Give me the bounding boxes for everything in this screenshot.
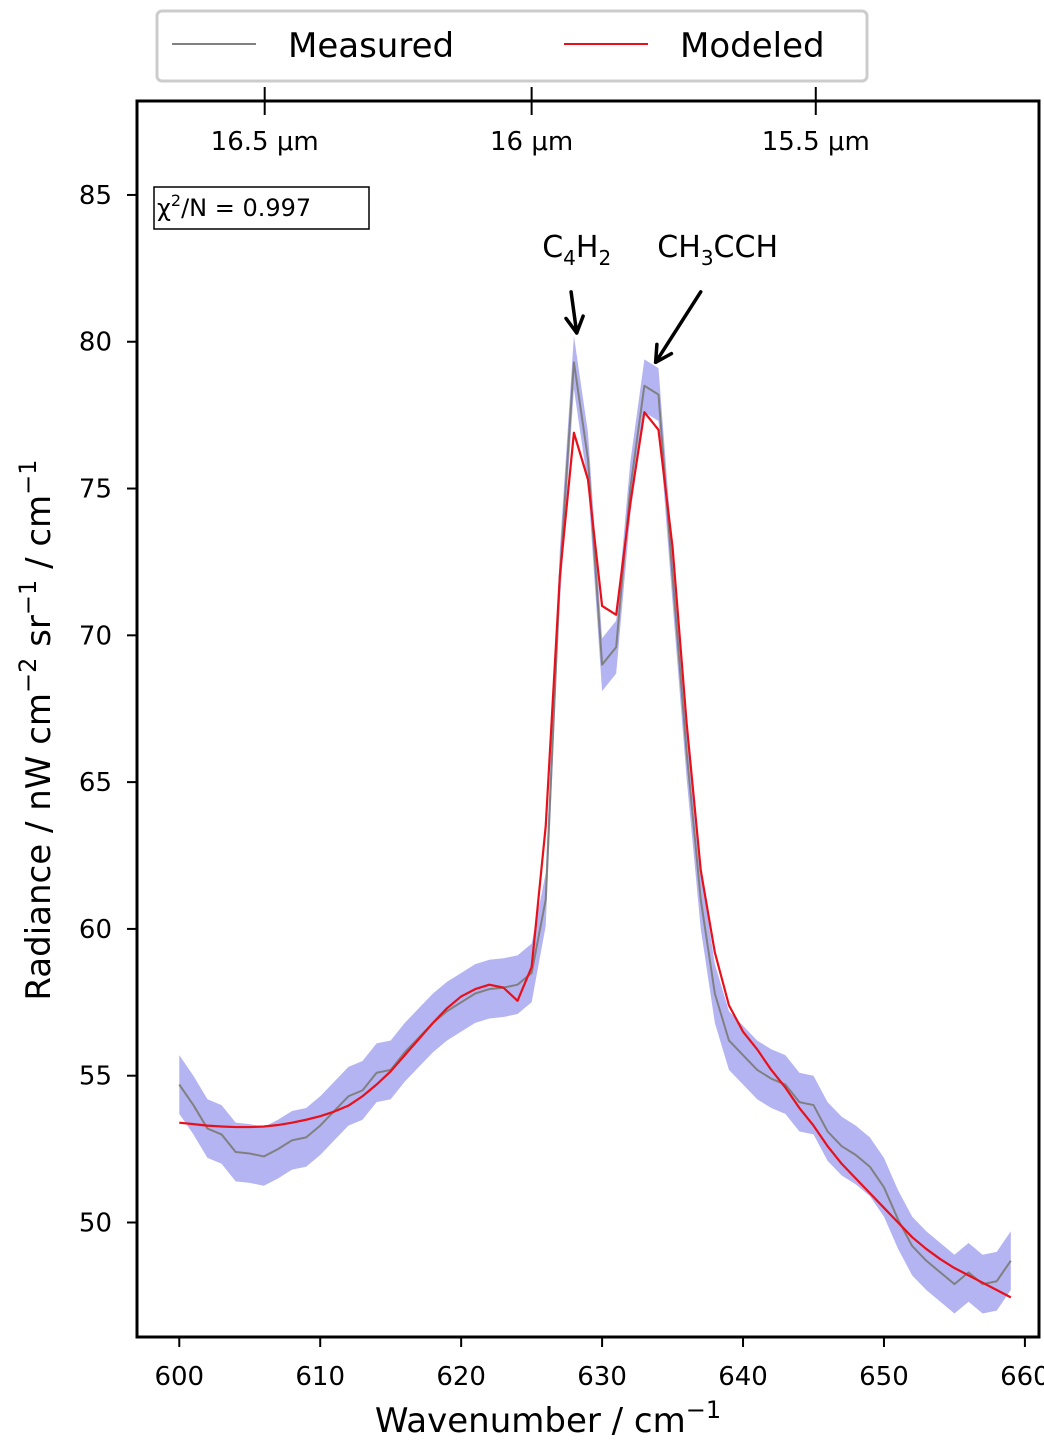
measured-band-area bbox=[179, 335, 1011, 1314]
y-axis-label-part: −1 bbox=[14, 459, 42, 494]
molecule-label-1: CH3CCH bbox=[657, 230, 778, 270]
series-lines bbox=[178, 361, 1012, 1299]
series-line-modeled bbox=[179, 411, 1012, 1299]
annotation-arrow-head bbox=[564, 314, 585, 335]
x-axis-label: Wavenumber / cm−1 bbox=[375, 1396, 721, 1441]
y-tick-label: 60 bbox=[79, 915, 112, 945]
y-axis-label-part: Radiance / nW cm bbox=[19, 693, 59, 1001]
y-tick-label: 85 bbox=[79, 181, 112, 211]
x-tick-label: 610 bbox=[295, 1362, 345, 1392]
measured-uncertainty-band bbox=[179, 335, 1011, 1314]
chi-square-frame bbox=[153, 186, 370, 230]
y-tick-label: 70 bbox=[79, 621, 112, 651]
top-tick-label: 15.5 μm bbox=[762, 127, 870, 157]
annotations: C4H2 CH3CCH bbox=[542, 230, 778, 365]
molecule-label-0: C4H2 bbox=[542, 230, 611, 270]
x-tick-label: 660 bbox=[1000, 1362, 1044, 1392]
x-tick-label: 630 bbox=[577, 1362, 627, 1392]
molecule-label-part: CCH bbox=[714, 230, 778, 265]
x-tick-label: 600 bbox=[154, 1362, 204, 1392]
legend-frame bbox=[155, 9, 869, 83]
molecule-label-part: 4 bbox=[563, 246, 576, 270]
legend: Measured Modeled bbox=[155, 9, 869, 83]
y-tick-label: 50 bbox=[79, 1209, 112, 1239]
y-tick-label: 75 bbox=[79, 475, 112, 505]
chi-square-box: χ2/N = 0.997 bbox=[153, 186, 370, 230]
y-axis-label-part: / cm bbox=[19, 495, 59, 580]
annotation-arrow-shaft bbox=[653, 290, 703, 365]
chi-square-text: χ2/N = 0.997 bbox=[157, 191, 311, 222]
y-axis-label-part: −2 bbox=[14, 658, 42, 693]
y-axis-label-part: sr bbox=[19, 615, 59, 658]
plot-area bbox=[135, 99, 1041, 1339]
annotation-arrow-head bbox=[653, 342, 674, 365]
y-tick-label: 55 bbox=[79, 1062, 112, 1092]
legend-label-modeled: Modeled bbox=[680, 26, 825, 66]
x-tick-label: 620 bbox=[436, 1362, 486, 1392]
y-tick-label: 65 bbox=[79, 768, 112, 798]
legend-label-measured: Measured bbox=[288, 26, 454, 66]
y-axis-label-part: −1 bbox=[14, 580, 42, 615]
y-axis: 50 55 60 65 70 75 80 85 bbox=[79, 181, 137, 1239]
top-wavelength-axis: 16.5 μm 16 μm 15.5 μm bbox=[211, 87, 870, 157]
molecule-label-part: CH bbox=[657, 230, 701, 265]
molecule-label-part: H bbox=[576, 230, 599, 265]
top-tick-label: 16 μm bbox=[490, 127, 573, 157]
series-line-measured bbox=[178, 361, 1012, 1286]
y-axis-label: Radiance / nW cm−2 sr−1 / cm−1 bbox=[14, 459, 59, 1000]
y-tick-label: 80 bbox=[79, 328, 112, 358]
x-axis: 600 610 620 630 640 650 660 bbox=[154, 1337, 1044, 1392]
x-tick-label: 640 bbox=[718, 1362, 768, 1392]
top-tick-label: 16.5 μm bbox=[211, 127, 319, 157]
molecule-label-part: 3 bbox=[701, 246, 714, 270]
molecule-label-part: 2 bbox=[598, 246, 611, 270]
plot-frame bbox=[135, 99, 1041, 1339]
annotation-arrow-shaft bbox=[569, 290, 579, 335]
x-tick-label: 650 bbox=[859, 1362, 909, 1392]
molecule-label-part: C bbox=[542, 230, 563, 265]
